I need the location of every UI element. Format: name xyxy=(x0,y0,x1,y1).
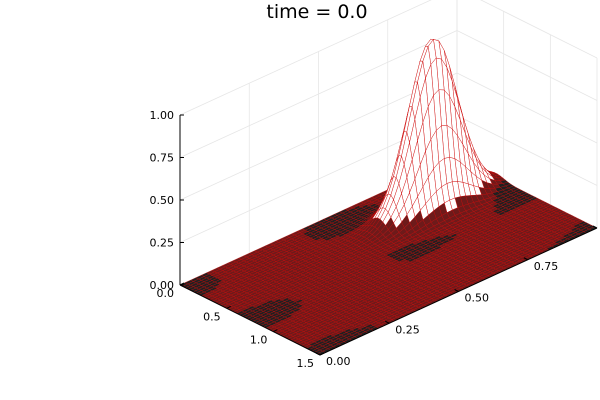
x-tick-mark xyxy=(226,305,231,309)
grid-line xyxy=(456,72,598,144)
x-tick-label: 1.0 xyxy=(250,334,268,347)
z-tick-label: 0.00 xyxy=(150,279,175,292)
y-tick-label: 0.25 xyxy=(395,323,420,336)
z-tick-label: 0.75 xyxy=(150,152,175,165)
y-tick-mark xyxy=(315,352,321,356)
x-tick-label: 0.5 xyxy=(203,310,221,323)
x-tick-label: 1.5 xyxy=(297,357,315,370)
x-axis-line xyxy=(179,284,321,356)
chart-title: time = 0.0 xyxy=(266,1,367,23)
grid-line xyxy=(456,115,598,186)
z-tick-label: 0.25 xyxy=(150,237,175,250)
grid-line xyxy=(456,30,598,101)
y-tick-mark xyxy=(385,320,390,324)
axes: 0.0 0.5 1.0 1.5 0.00 0.25 0.50 0.75 1.00 0.00 0.25… xyxy=(150,109,598,370)
x-tick-mark xyxy=(319,352,325,356)
y-tick-mark xyxy=(592,225,598,229)
z-tick-label: 1.00 xyxy=(150,109,175,122)
y-tick-label: 0.50 xyxy=(465,292,490,305)
y-tick-label: 0.00 xyxy=(326,355,351,368)
y-tick-mark xyxy=(523,257,528,261)
y-tick-mark xyxy=(454,289,459,292)
x-tick-label: 0.0 xyxy=(157,287,175,300)
grid-line xyxy=(480,0,598,59)
x-tick-mark xyxy=(273,329,278,333)
z-tick-label: 0.50 xyxy=(150,194,175,207)
y-tick-label: 0.75 xyxy=(534,260,559,273)
